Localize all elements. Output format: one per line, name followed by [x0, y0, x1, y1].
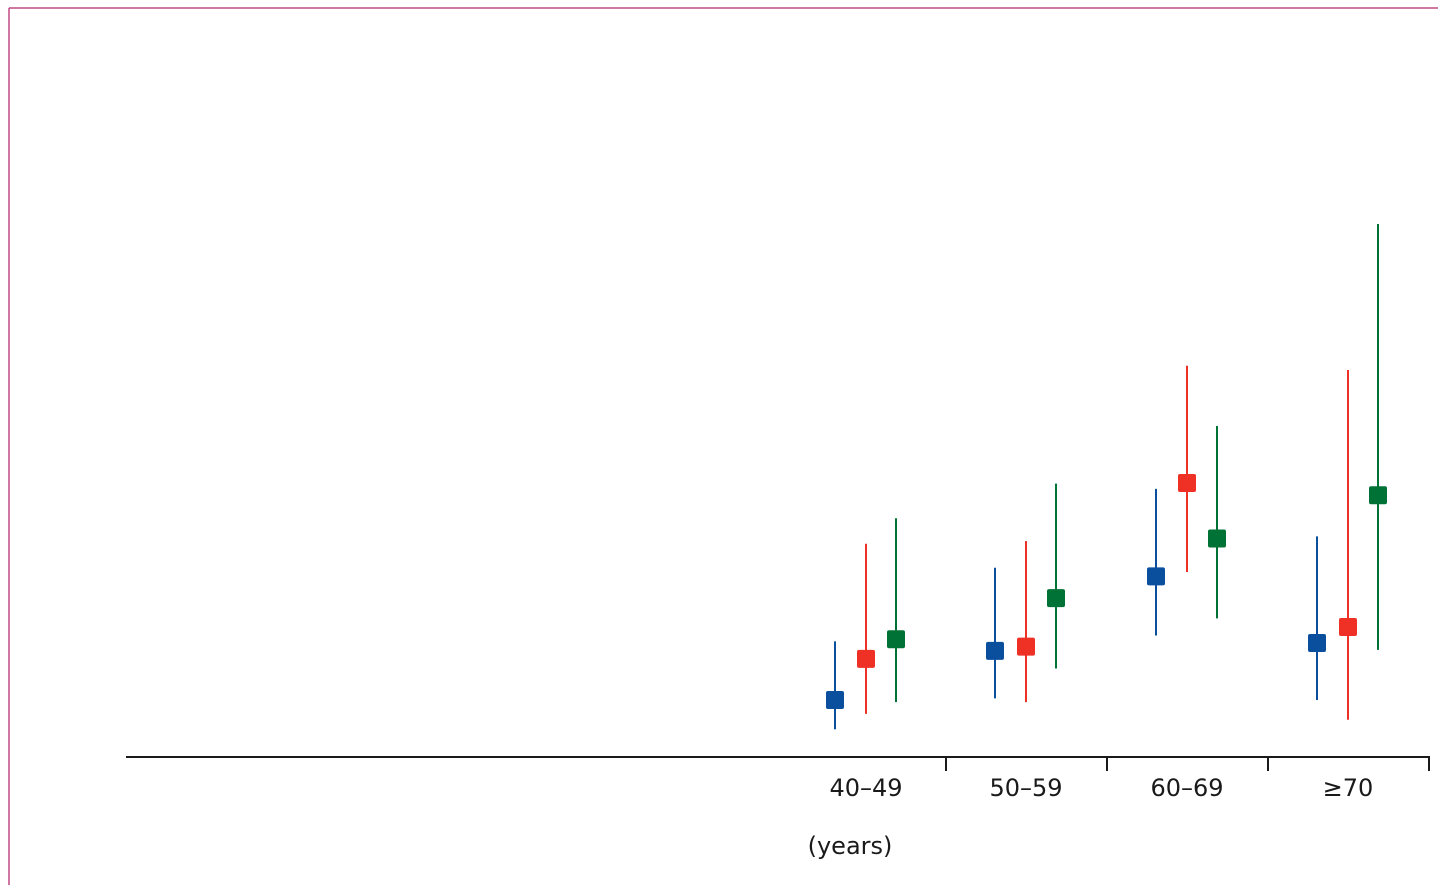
data-point: [826, 690, 844, 709]
series-3: [887, 224, 1387, 703]
x-axis-unit-label: (years): [808, 832, 893, 860]
data-point: [1047, 589, 1065, 608]
x-tick-label: ≥70: [1323, 774, 1374, 802]
x-axis-tick-labels: 40–49 50–59 60–69 ≥70: [829, 774, 1373, 802]
data-point: [1339, 617, 1357, 636]
data-point: [887, 630, 905, 649]
x-axis-ticks: [945, 757, 1430, 771]
series-2: [857, 365, 1357, 720]
data-point: [1178, 474, 1196, 493]
x-tick-label: 60–69: [1150, 774, 1223, 802]
series-layer: [826, 224, 1387, 730]
data-point: [1147, 567, 1165, 586]
data-point: [1369, 486, 1387, 505]
x-tick-label: 50–59: [989, 774, 1062, 802]
data-point: [1017, 637, 1035, 656]
data-point: [857, 649, 875, 668]
series-1: [826, 488, 1326, 730]
data-point: [986, 641, 1004, 660]
x-tick-label: 40–49: [829, 774, 902, 802]
data-point: [1208, 529, 1226, 548]
data-point: [1308, 633, 1326, 652]
